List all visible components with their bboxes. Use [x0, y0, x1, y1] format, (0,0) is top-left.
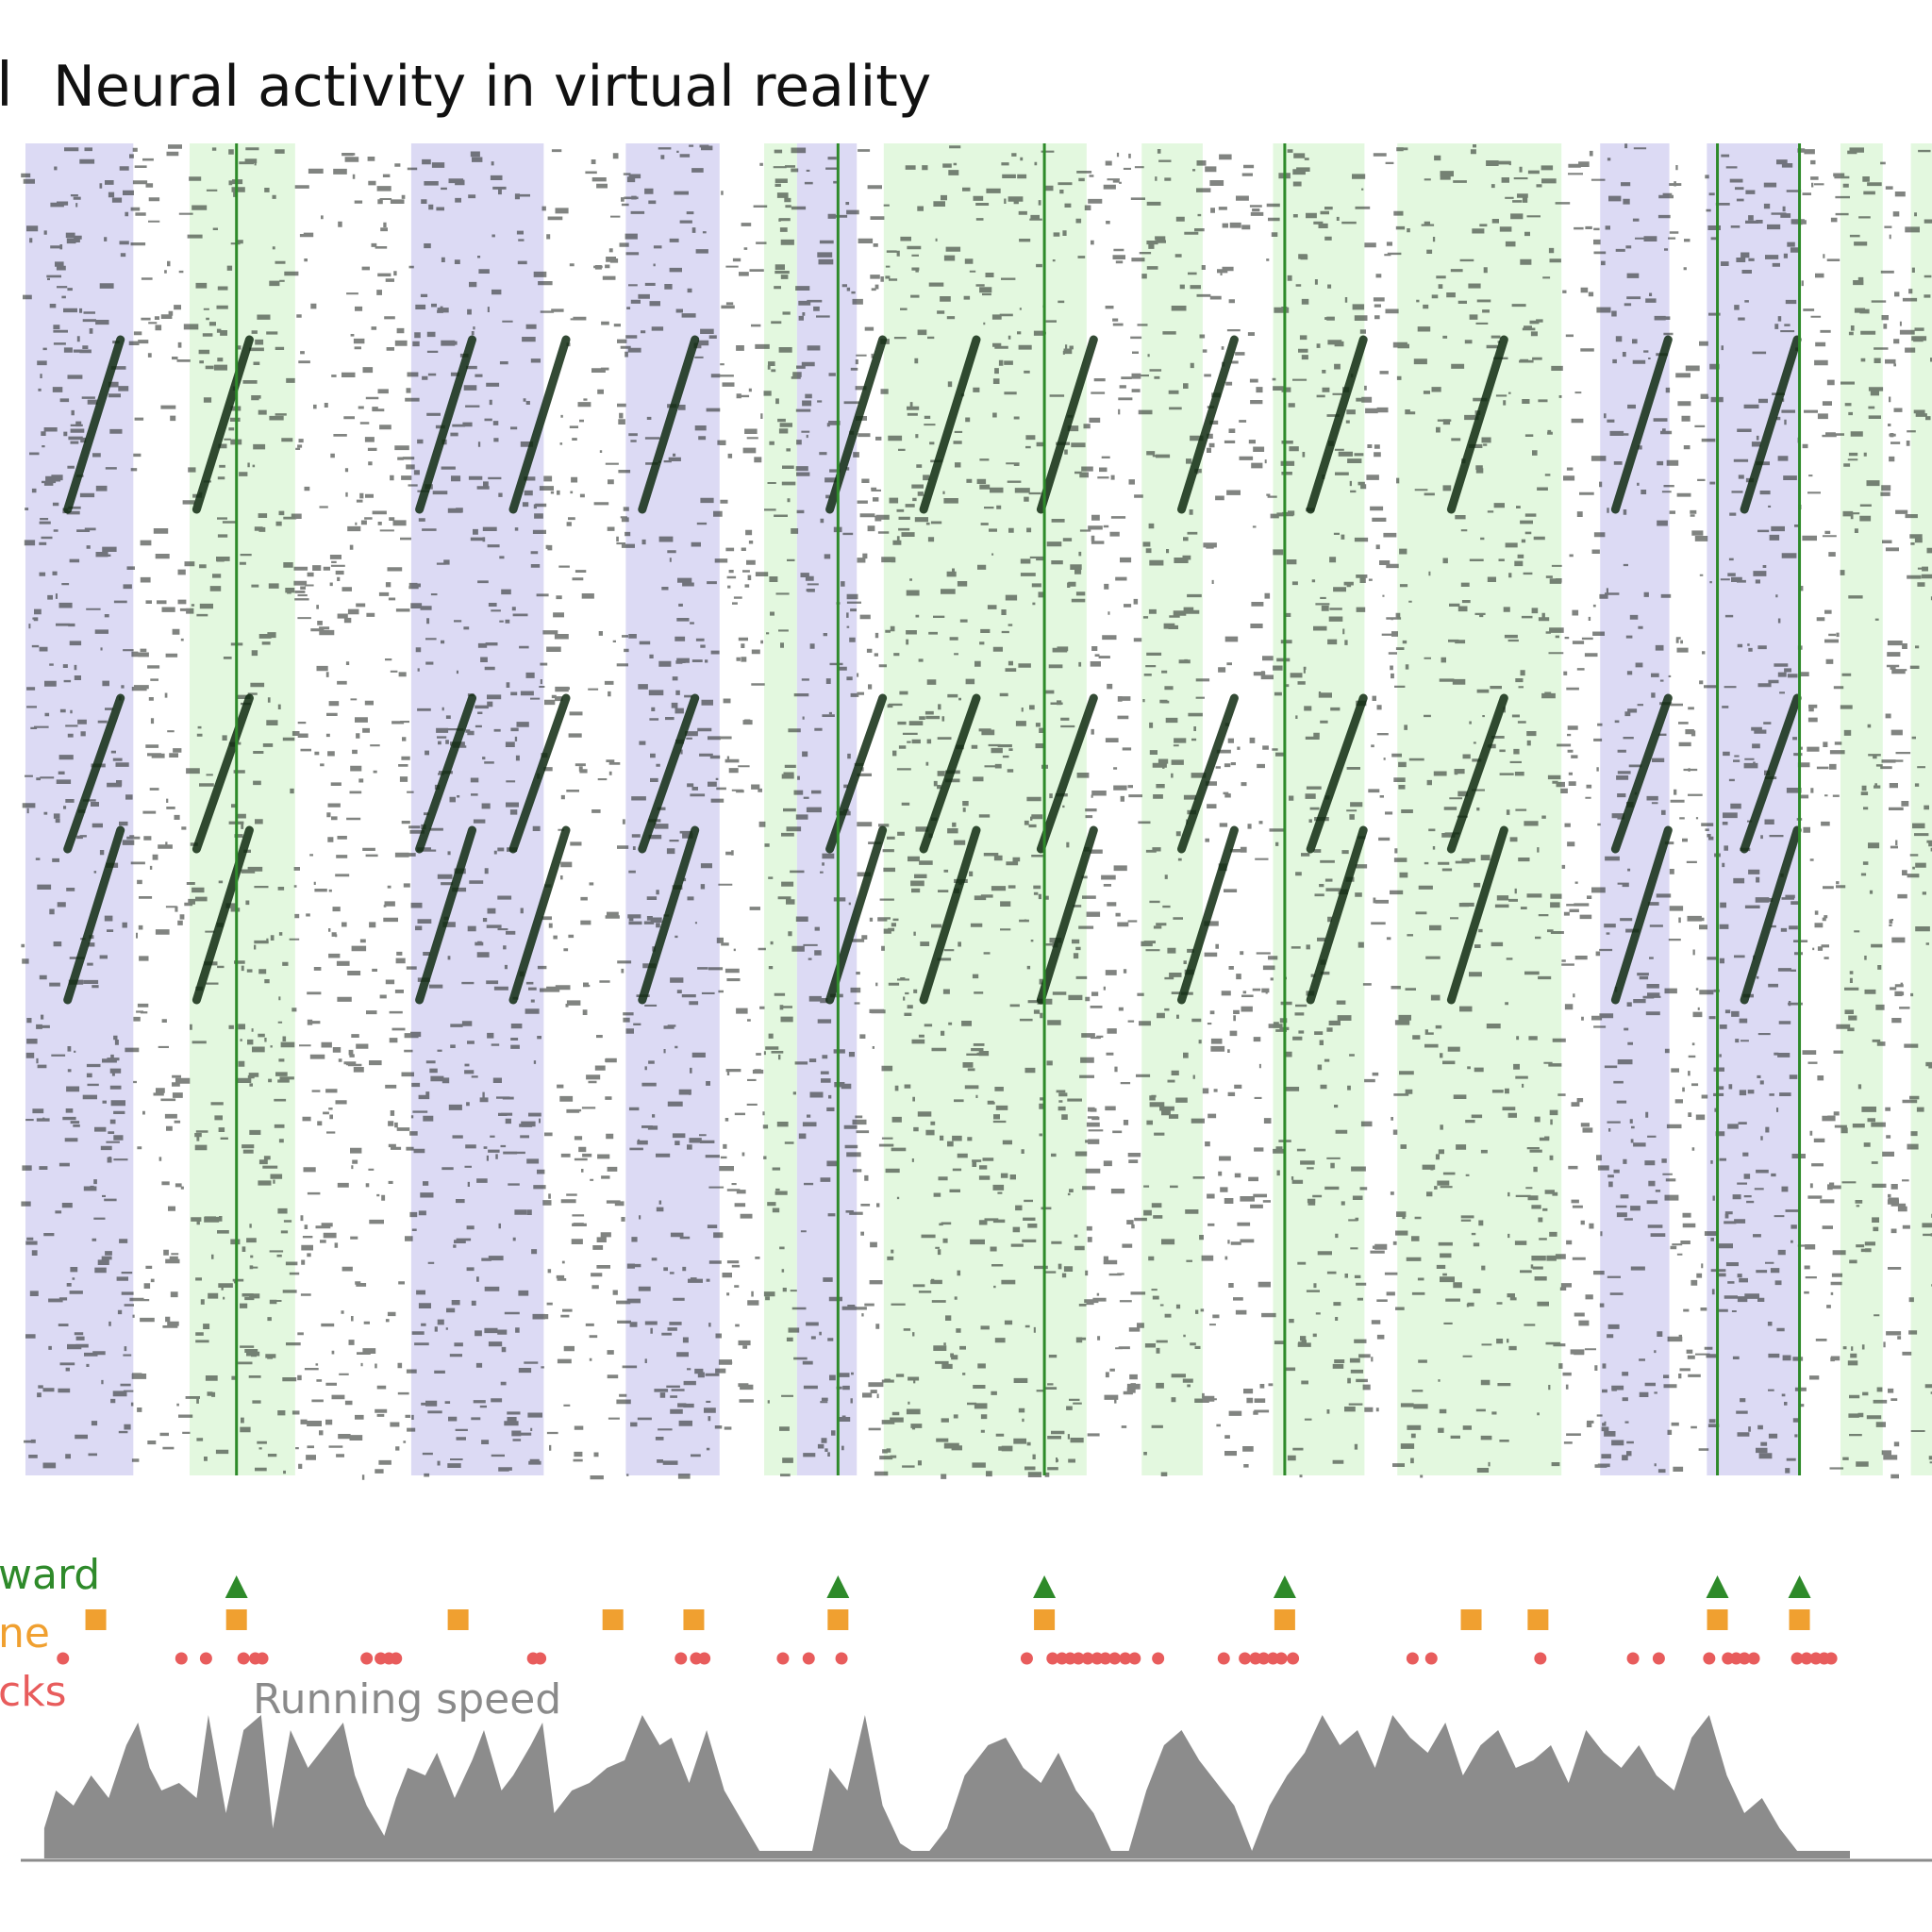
lick-marker-40	[1627, 1653, 1640, 1665]
lick-marker-1	[175, 1653, 188, 1665]
panel-letter: l	[0, 51, 13, 121]
lick-marker-28	[1128, 1653, 1141, 1665]
neural-activity-heatmap	[21, 143, 1932, 1480]
cue-marker-7	[1274, 1609, 1295, 1630]
lick-marker-6	[360, 1653, 373, 1665]
lick-marker-31	[1239, 1653, 1251, 1665]
lick-marker-37	[1407, 1653, 1419, 1665]
cue-marker-2	[448, 1609, 469, 1630]
lick-marker-26	[1108, 1653, 1121, 1665]
lick-marker-29	[1152, 1653, 1164, 1665]
legend-licks-label: cks	[0, 1668, 67, 1716]
cue-marker-5	[827, 1609, 848, 1630]
lick-marker-38	[1425, 1653, 1438, 1665]
lick-marker-35	[1275, 1653, 1288, 1665]
running-speed-label: Running speed	[253, 1675, 561, 1724]
lick-marker-46	[1748, 1653, 1760, 1665]
cue-marker-10	[1707, 1609, 1728, 1630]
cue-marker-0	[86, 1609, 107, 1630]
cue-marker-3	[603, 1609, 624, 1630]
legend-cue-label: ne	[0, 1609, 50, 1657]
lick-marker-42	[1703, 1653, 1715, 1665]
lick-marker-17	[836, 1653, 848, 1665]
lick-marker-14	[698, 1653, 710, 1665]
cue-marker-4	[683, 1609, 704, 1630]
lick-marker-12	[675, 1653, 687, 1665]
lick-marker-9	[390, 1653, 402, 1665]
lick-marker-2	[200, 1653, 212, 1665]
cue-marker-6	[1034, 1609, 1055, 1630]
region-green-1	[190, 143, 295, 1475]
cue-marker-1	[226, 1609, 247, 1630]
lick-marker-18	[1021, 1653, 1033, 1665]
lick-marker-3	[238, 1653, 250, 1665]
cue-marker-11	[1790, 1609, 1810, 1630]
lick-marker-36	[1287, 1653, 1299, 1665]
legend-reward-label: ward	[0, 1551, 100, 1599]
lick-marker-51	[1825, 1653, 1838, 1665]
lick-marker-30	[1218, 1653, 1230, 1665]
chart-title: Neural activity in virtual reality	[53, 54, 931, 120]
lick-marker-0	[57, 1653, 69, 1665]
cue-marker-9	[1527, 1609, 1548, 1630]
cue-marker-8	[1461, 1609, 1482, 1630]
lick-marker-15	[776, 1653, 789, 1665]
lick-marker-16	[803, 1653, 815, 1665]
lick-marker-39	[1534, 1653, 1546, 1665]
lick-marker-41	[1653, 1653, 1665, 1665]
lick-marker-11	[534, 1653, 546, 1665]
lick-marker-5	[257, 1653, 269, 1665]
region-green-12	[1840, 143, 1883, 1475]
